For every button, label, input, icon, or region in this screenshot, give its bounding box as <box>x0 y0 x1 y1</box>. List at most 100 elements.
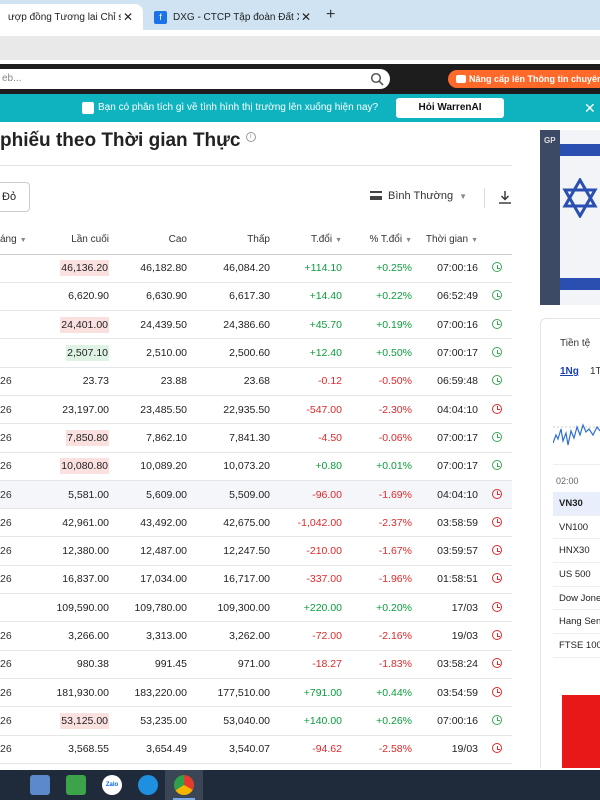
cell-time: 07:00:16 <box>416 310 482 340</box>
table-row[interactable]: 26 10,080.80 10,089.20 10,073.20 +0.80 +0.01%… <box>0 452 512 481</box>
table-row[interactable]: 26 3,266.00 3,313.00 3,262.00 -72.00 -2.16% 19… <box>0 621 512 651</box>
browser-tab-dxg[interactable]: f DXG - CTCP Tập đoàn Đất Xanh ✕ <box>146 4 321 30</box>
index-item[interactable]: VN100 <box>553 516 600 540</box>
cell-change: -210.00 <box>274 536 346 566</box>
cell-clock <box>482 338 512 368</box>
mini-index-chart <box>553 423 600 465</box>
cell-change: -18.27 <box>274 650 346 679</box>
site-favicon-icon: f <box>154 10 167 24</box>
cell-change: -1,042.00 <box>274 508 346 538</box>
filter-button[interactable]: Đỏ <box>0 182 30 212</box>
close-tab-icon[interactable]: ✕ <box>122 10 134 24</box>
ask-warrenai-button[interactable]: Hỏi WarrenAI <box>396 98 504 118</box>
cell-clock <box>482 423 512 453</box>
cell-month <box>0 254 40 283</box>
search-input[interactable]: eb... <box>0 69 390 89</box>
column-header-change-pct[interactable]: % T.đổi ▼ <box>346 226 416 255</box>
cell-high: 43,492.00 <box>113 508 191 538</box>
index-item[interactable]: Hang Seng <box>553 610 600 635</box>
cell-high: 183,220.00 <box>113 678 191 708</box>
index-item[interactable]: VN30 <box>553 492 600 516</box>
tab-title: DXG - CTCP Tập đoàn Đất Xanh <box>173 11 299 23</box>
browser-tab-active[interactable]: ượp đồng Tương lai Chỉ số Chi ✕ <box>0 4 143 30</box>
clock-icon <box>492 658 502 669</box>
cell-clock <box>482 621 512 651</box>
column-header-time[interactable]: Thời gian ▼ <box>416 226 482 255</box>
table-row[interactable]: 109,590.00 109,780.00 109,300.00 +220.00 +0.… <box>0 593 512 623</box>
index-item[interactable]: US 500 <box>553 563 600 587</box>
cell-clock <box>482 310 512 340</box>
column-header-last[interactable]: Lần cuối <box>40 226 113 255</box>
advertisement-image[interactable]: GP <box>540 130 600 305</box>
notes-app-icon[interactable] <box>66 775 86 795</box>
cell-last: 3,266.00 <box>40 621 113 651</box>
search-icon[interactable] <box>370 72 384 86</box>
cell-low: 2,500.60 <box>191 338 274 368</box>
range-tab-1m[interactable]: 1T <box>590 366 600 377</box>
table-row[interactable]: 26 23,197.00 23,485.50 22,935.50 -547.00 -2.3… <box>0 395 512 425</box>
table-row[interactable]: 26 12,380.00 12,487.00 12,247.50 -210.00 -1.6… <box>0 536 512 566</box>
clock-icon <box>492 545 502 556</box>
cell-change-pct: -1.96% <box>346 565 416 595</box>
browser-bookmark-bar <box>0 36 600 60</box>
table-row[interactable]: 26 42,961.00 43,492.00 42,675.00 -1,042.00 -2… <box>0 508 512 538</box>
table-row[interactable]: 26 23.73 23.88 23.68 -0.12 -0.50% 06:59:48 <box>0 367 512 396</box>
clock-icon <box>492 318 502 329</box>
cell-high: 12,487.00 <box>113 536 191 566</box>
index-item[interactable]: FTSE 100 <box>553 634 600 658</box>
file-explorer-icon[interactable] <box>30 775 50 795</box>
new-tab-button[interactable]: + <box>326 6 336 23</box>
cell-low: 53,040.00 <box>191 706 274 736</box>
title-divider <box>0 165 512 166</box>
index-item[interactable]: HNX30 <box>553 539 600 564</box>
upgrade-pro-button[interactable]: Nâng cấp lên Thông tin chuyên <box>448 70 600 88</box>
quotes-table: áng ▼ Lần cuối Cao Thấp T.đổi ▼ % T.đổi ▼ T… <box>0 226 512 764</box>
cell-month: 26 <box>0 735 40 764</box>
cell-low: 10,073.20 <box>191 452 274 481</box>
info-icon[interactable]: i <box>245 132 256 142</box>
chrome-icon[interactable] <box>174 775 194 795</box>
cell-low: 6,617.30 <box>191 282 274 312</box>
currency-tab[interactable]: Tiền tệ <box>560 338 591 349</box>
column-header-change[interactable]: T.đổi ▼ <box>274 226 346 255</box>
cell-change: -96.00 <box>274 480 346 510</box>
cell-last: 3,568.55 <box>40 735 113 764</box>
cell-change: +12.40 <box>274 338 346 368</box>
column-header-high[interactable]: Cao <box>113 226 191 255</box>
table-row[interactable]: 26 5,581.00 5,609.00 5,509.00 -96.00 -1.69% 04… <box>0 480 512 510</box>
cell-month: 26 <box>0 536 40 566</box>
table-row[interactable]: 26 53,125.00 53,235.00 53,040.00 +140.00 +0.2… <box>0 706 512 736</box>
cell-change: -72.00 <box>274 621 346 651</box>
cell-low: 23.68 <box>191 367 274 396</box>
table-row[interactable]: 26 980.38 991.45 971.00 -18.27 -1.83% 03:58:24 <box>0 650 512 679</box>
download-icon[interactable] <box>498 190 512 204</box>
table-row[interactable]: 26 3,568.55 3,654.49 3,540.07 -94.62 -2.58% 19… <box>0 735 512 764</box>
cell-month <box>0 310 40 340</box>
cell-month: 26 <box>0 480 40 510</box>
view-mode-select[interactable]: Bình Thường ▼ <box>370 190 467 202</box>
column-header-month[interactable]: áng ▼ <box>0 226 40 255</box>
cell-low: 24,386.60 <box>191 310 274 340</box>
cell-time: 04:04:10 <box>416 480 482 510</box>
range-tab-1d[interactable]: 1Ng <box>560 366 579 377</box>
column-header-low[interactable]: Thấp <box>191 226 274 255</box>
table-row[interactable]: 26 7,850.80 7,862.10 7,841.30 -4.50 -0.06% 07:… <box>0 423 512 453</box>
table-row[interactable]: 26 181,930.00 183,220.00 177,510.00 +791.00 +… <box>0 678 512 708</box>
close-tab-icon[interactable]: ✕ <box>300 10 312 24</box>
table-row[interactable]: 46,136.20 46,182.80 46,084.20 +114.10 +0.25%… <box>0 254 512 283</box>
table-row[interactable]: 2,507.10 2,510.00 2,500.60 +12.40 +0.50% 07:0… <box>0 338 512 368</box>
cell-high: 6,630.90 <box>113 282 191 312</box>
edge-browser-icon[interactable] <box>138 775 158 795</box>
column-header-clock <box>482 226 512 255</box>
table-row[interactable]: 6,620.90 6,630.90 6,617.30 +14.40 +0.22% 06:5… <box>0 282 512 312</box>
red-advertisement[interactable] <box>562 695 600 768</box>
index-item[interactable]: Dow Jones <box>553 587 600 611</box>
browser-tab-strip: ượp đồng Tương lai Chỉ số Chi ✕ f DXG - … <box>0 0 600 30</box>
table-row[interactable]: 24,401.00 24,439.50 24,386.60 +45.70 +0.19% 0… <box>0 310 512 340</box>
cell-low: 46,084.20 <box>191 254 274 283</box>
cell-month: 26 <box>0 650 40 679</box>
zalo-icon[interactable]: Zalo <box>102 775 122 795</box>
cell-clock <box>482 480 512 510</box>
table-row[interactable]: 26 16,837.00 17,034.00 16,717.00 -337.00 -1.9… <box>0 565 512 595</box>
close-banner-icon[interactable]: ✕ <box>584 100 596 116</box>
